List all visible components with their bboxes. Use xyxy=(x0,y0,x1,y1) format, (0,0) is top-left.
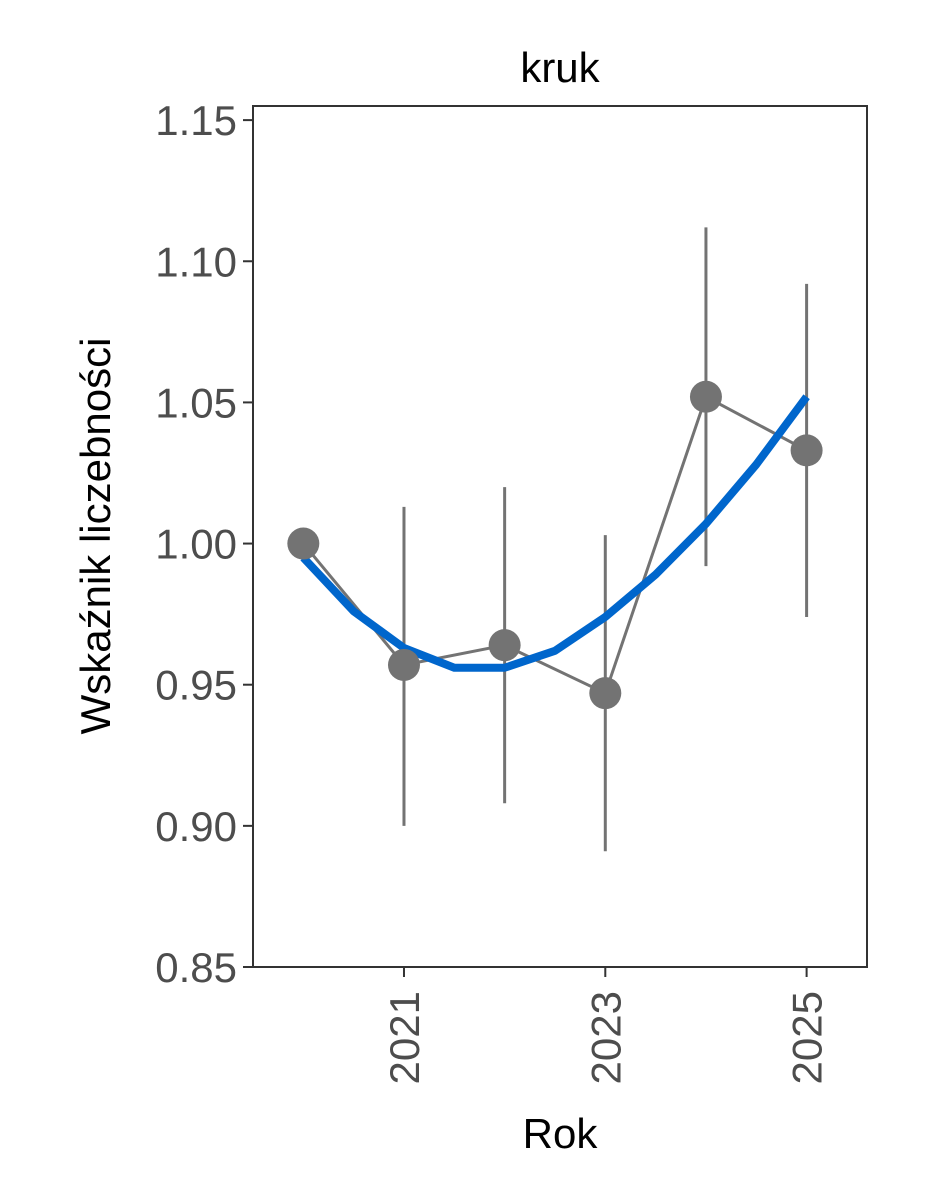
x-tick-label: 2023 xyxy=(582,991,629,1084)
y-axis-title: Wskaźnik liczebności xyxy=(72,338,119,735)
point-connector-line xyxy=(302,394,808,696)
y-tick-label: 0.90 xyxy=(155,803,237,850)
data-points xyxy=(287,380,823,710)
data-point xyxy=(689,380,722,413)
point-connector xyxy=(302,394,808,696)
chart-title: kruk xyxy=(520,44,600,91)
data-point xyxy=(589,677,622,710)
x-axis-title: Rok xyxy=(523,1110,599,1157)
y-axis: 0.85 0.90 0.95 1.00 1.05 1.10 1.15 xyxy=(155,97,253,991)
x-axis: 2021 2023 2025 xyxy=(381,967,831,1084)
y-tick-label: 1.00 xyxy=(155,521,237,568)
y-tick-label: 1.05 xyxy=(155,379,237,426)
data-point xyxy=(387,648,420,681)
y-tick-label: 1.15 xyxy=(155,97,237,144)
data-point xyxy=(287,527,320,560)
trend-curve xyxy=(300,394,810,672)
trend-line xyxy=(300,394,810,672)
x-tick-label: 2021 xyxy=(381,991,428,1084)
data-point xyxy=(488,629,521,662)
y-tick-label: 0.85 xyxy=(155,944,237,991)
x-tick-label: 2025 xyxy=(784,991,831,1084)
plot-panel xyxy=(252,105,868,968)
y-tick-label: 0.95 xyxy=(155,662,237,709)
y-tick-label: 1.10 xyxy=(155,238,237,285)
data-point xyxy=(790,434,823,467)
